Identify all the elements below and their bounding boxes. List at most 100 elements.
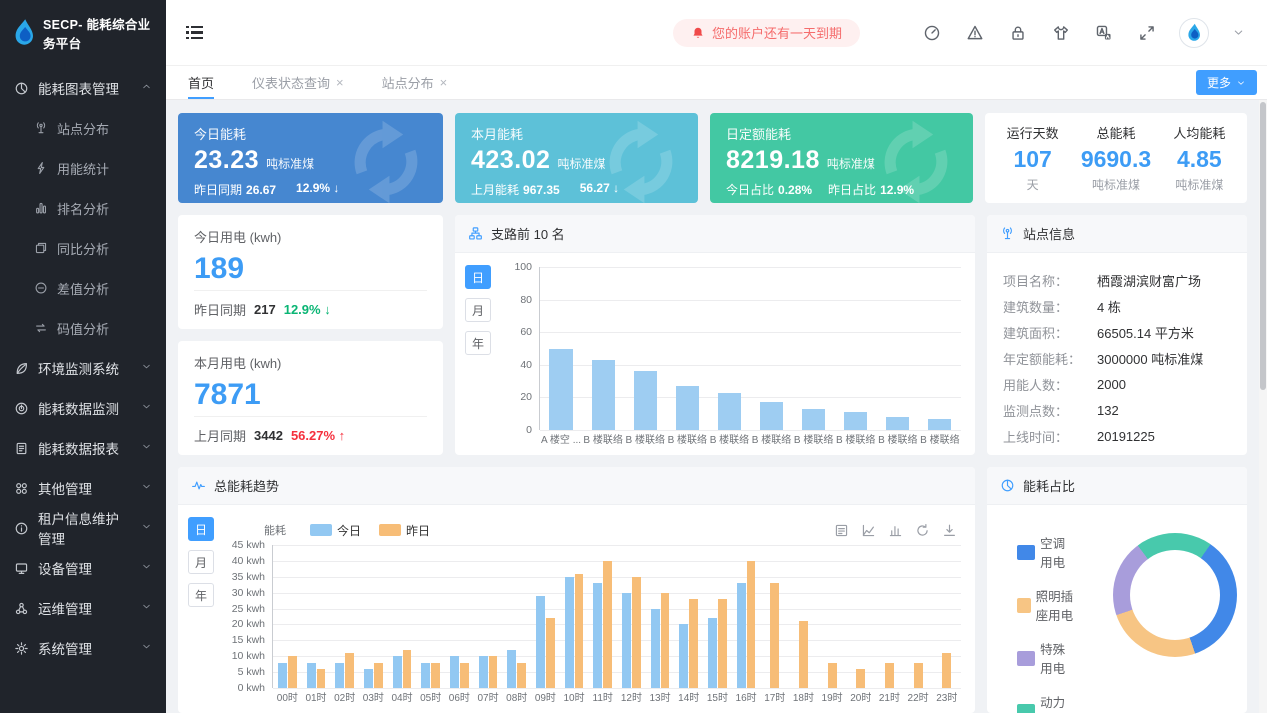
antenna-icon (34, 121, 48, 135)
site-info-panel: 站点信息 项目名称： 栖霞湖滨财富广场 建筑数量： 4 栋建筑面积： 66505.14 … (987, 215, 1247, 455)
download-icon[interactable] (942, 523, 957, 538)
gridline (540, 397, 961, 399)
sidebar-section-label: 其他管理 (38, 482, 92, 497)
branch-bar-chart: 0 20 40 60 80 100 A 楼空 ... B 楼联络 B 楼联络 B 楼联络 B 楼联… (495, 253, 975, 455)
minus-circle-icon (34, 281, 48, 295)
legend-swatch (379, 524, 402, 536)
bar-今日 (622, 592, 631, 688)
time-toggle-年[interactable]: 年 (188, 583, 214, 607)
bar-昨日 (770, 583, 780, 688)
legend-item-昨日[interactable]: 昨日 (379, 522, 430, 539)
sidebar-section-5[interactable]: 租户信息维护管理 (0, 508, 166, 548)
sidebar-subitem-0-1[interactable]: 用能统计 (0, 148, 166, 188)
sidebar-subitem-0-2[interactable]: 排名分析 (0, 188, 166, 228)
user-menu-chevron-icon[interactable] (1232, 26, 1245, 39)
summary-value: 107 (1013, 145, 1052, 172)
time-toggle-日[interactable]: 日 (188, 517, 214, 541)
account-expiry-notification[interactable]: 您的账户还有一天到期 (672, 18, 860, 47)
tab-close-icon[interactable]: × (336, 75, 344, 90)
chart-legend: 今日 昨日 (310, 522, 430, 539)
tab-close-icon[interactable]: × (439, 75, 448, 90)
warning-icon[interactable] (966, 24, 984, 42)
y-tick-label: 10 kwh (231, 650, 265, 663)
tab-站点分布[interactable]: 站点分布 × (382, 66, 448, 99)
site-info-row: 监测点数： 132 (1003, 397, 1231, 423)
bar-昨日 (603, 560, 613, 688)
middle-row: 今日用电 (kwh) 189 昨日同期 217 12.9% ↓ 本月用电 (kwh) 787… (178, 215, 1247, 455)
gridline (273, 624, 961, 626)
sidebar-section-4[interactable]: 其他管理 (0, 468, 166, 508)
legend-item-空调用电[interactable]: 空调用电 (1017, 533, 1075, 571)
time-range-toggle: 日月年 (178, 505, 218, 713)
theme-icon[interactable] (1052, 24, 1070, 42)
refresh-icon[interactable] (915, 523, 930, 538)
sidebar-subitem-0-3[interactable]: 同比分析 (0, 228, 166, 268)
site-info-value: 66505.14 平方米 (1097, 325, 1194, 341)
sidebar-subitem-0-0[interactable]: 站点分布 (0, 108, 166, 148)
x-tick-label: 21时 (878, 693, 900, 704)
line-chart-icon[interactable] (861, 523, 876, 538)
sidebar-section-label: 能耗数据报表 (38, 442, 119, 457)
time-range-toggle: 日月年 (455, 253, 495, 455)
bar (675, 386, 699, 430)
sidebar-section-label: 系统管理 (38, 642, 92, 657)
panel-header: 支路前 10 名 (455, 215, 975, 253)
x-axis-labels: A 楼空 ... B 楼联络 B 楼联络 B 楼联络 B 楼联络 B 楼联络 B 楼联络 B … (497, 430, 961, 447)
fullscreen-icon[interactable] (1138, 24, 1156, 42)
sidebar-subitem-0-4[interactable]: 差值分析 (0, 268, 166, 308)
legend-item-今日[interactable]: 今日 (310, 522, 361, 539)
sidebar-section-7[interactable]: 运维管理 (0, 588, 166, 628)
legend-item-照明插座用电[interactable]: 照明插座用电 (1017, 586, 1075, 624)
site-info-label: 项目名称： (1003, 273, 1069, 289)
sidebar-section-6[interactable]: 设备管理 (0, 548, 166, 588)
sidebar-section-2[interactable]: 能耗数据监测 (0, 388, 166, 428)
time-toggle-月[interactable]: 月 (188, 550, 214, 574)
bar-group (617, 545, 646, 688)
antenna-icon (1000, 226, 1015, 241)
y-tick-label: 100 (514, 261, 532, 273)
legend-item-特殊用电[interactable]: 特殊用电 (1017, 639, 1075, 677)
dashboard-icon[interactable] (923, 24, 941, 42)
time-toggle-月[interactable]: 月 (465, 298, 491, 322)
tab-首页[interactable]: 首页 (188, 66, 215, 99)
bar-chart-icon[interactable] (888, 523, 903, 538)
panel-title: 能耗占比 (1023, 479, 1076, 494)
legend-item-动力用电[interactable]: 动力用电 (1017, 692, 1075, 713)
recycle-watermark-icon (598, 119, 684, 203)
sidebar-section-label: 能耗图表管理 (38, 82, 119, 97)
sidebar-section-0[interactable]: 能耗图表管理 (0, 68, 166, 108)
divider (194, 290, 427, 291)
bar-group (789, 545, 818, 688)
bar-series (540, 267, 961, 430)
sidebar-section-8[interactable]: 系统管理 (0, 628, 166, 668)
user-avatar[interactable] (1179, 17, 1209, 48)
sidebar-section-3[interactable]: 能耗数据报表 (0, 428, 166, 468)
x-tick-label: A 楼空 ... (541, 435, 582, 446)
time-toggle-日[interactable]: 日 (465, 265, 491, 289)
tab-仪表状态查询[interactable]: 仪表状态查询 × (252, 66, 344, 99)
more-button[interactable]: 更多 (1195, 70, 1257, 95)
time-toggle-年[interactable]: 年 (465, 331, 491, 355)
data-view-icon[interactable] (834, 523, 849, 538)
menu-collapse-icon[interactable] (186, 25, 203, 40)
kpi-value: 423.02 (471, 146, 551, 174)
translate-icon[interactable] (1095, 24, 1113, 42)
chevron-down-icon (141, 521, 152, 535)
sidebar-subitem-0-5[interactable]: 码值分析 (0, 308, 166, 348)
compare-value: 217 (254, 302, 276, 317)
panel-header: 总能耗趋势 (178, 467, 975, 505)
sidebar-section-1[interactable]: 环境监测系统 (0, 348, 166, 388)
gridline (540, 299, 961, 301)
scrollbar-thumb[interactable] (1260, 102, 1266, 390)
chevron-down-icon (141, 561, 152, 575)
legend-label: 照明插座用电 (1035, 590, 1074, 623)
chevron-down-icon (141, 401, 152, 415)
x-tick-label: 20时 (850, 693, 872, 704)
bar-group (560, 545, 589, 688)
bar-series (273, 545, 961, 688)
y-tick-label: 40 (520, 358, 532, 371)
legend-swatch (1017, 650, 1036, 666)
bell-icon (691, 26, 705, 40)
site-info-value: 0531-82665798 (1097, 455, 1188, 456)
lock-icon[interactable] (1009, 24, 1027, 42)
